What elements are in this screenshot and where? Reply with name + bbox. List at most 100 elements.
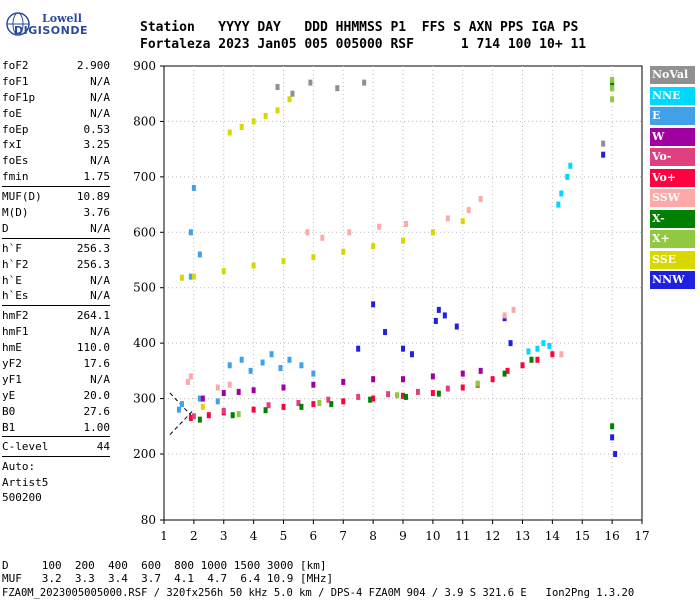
param-key: foF2	[2, 59, 29, 72]
echo-point	[326, 396, 331, 403]
echo-point	[535, 345, 540, 352]
echo-point	[430, 229, 435, 236]
distance-row: D 100 200 400 600 800 1000 1500 3000 [km…	[2, 559, 327, 572]
param-value: N/A	[90, 273, 110, 287]
echo-point	[200, 403, 205, 410]
echo-point	[281, 258, 286, 265]
legend-item: X+	[650, 230, 695, 248]
echo-point	[185, 378, 190, 385]
echo-point	[490, 376, 495, 383]
param-row: h`E N/A	[2, 273, 110, 289]
x-tick-label: 7	[339, 529, 347, 543]
param-key: yF2	[2, 357, 22, 371]
legend-item: Vo+	[650, 168, 695, 187]
echo-point	[200, 395, 205, 402]
echo-point	[230, 412, 235, 419]
param-value: N/A	[90, 289, 110, 303]
echo-point	[179, 274, 184, 281]
echo-point	[299, 362, 304, 369]
echo-point	[341, 398, 346, 405]
param-value: 1.00	[83, 420, 111, 434]
echo-point	[191, 273, 196, 280]
param-row: yF1 N/A	[2, 372, 110, 388]
param-key: MUF(D)	[2, 190, 42, 204]
echo-point	[287, 96, 292, 103]
echo-point	[311, 254, 316, 261]
echo-point	[401, 392, 405, 399]
echo-point	[188, 414, 193, 421]
echo-point	[221, 268, 226, 275]
echo-point	[299, 403, 304, 410]
echo-point	[478, 196, 483, 203]
param-key: foF1p	[2, 90, 36, 104]
separator	[2, 305, 110, 307]
echo-point	[475, 380, 480, 387]
param-row: foEp 0.53	[2, 122, 110, 138]
param-key: B0	[2, 404, 16, 418]
legend-item: SSW	[650, 189, 695, 207]
echo-point	[356, 345, 361, 352]
x-tick-label: 5	[280, 529, 288, 543]
echo-point	[191, 413, 196, 420]
echo-point	[311, 401, 316, 408]
echo-point	[430, 390, 435, 397]
echo-point	[176, 406, 181, 413]
echo-point	[287, 356, 292, 363]
echo-point	[206, 412, 211, 419]
param-key: hmF2	[2, 309, 29, 323]
echo-point	[347, 229, 352, 236]
echo-point	[368, 396, 373, 403]
echo-point	[502, 312, 507, 319]
param-key: h`F	[2, 241, 22, 255]
param-row: B1 1.00	[2, 420, 110, 436]
legend-item: X-	[650, 209, 695, 228]
echo-point	[556, 201, 561, 208]
echo-point	[311, 381, 316, 388]
echo-point	[478, 367, 483, 374]
param-row: fxI 3.25	[2, 137, 110, 153]
param-key: h`F2	[2, 257, 29, 271]
param-key: foEp	[2, 122, 29, 136]
echo-point	[371, 376, 376, 383]
echo-point	[275, 84, 280, 91]
param-value: 44	[96, 440, 110, 454]
echo-point	[308, 79, 313, 86]
x-tick-label: 13	[515, 529, 530, 543]
param-value: N/A	[90, 325, 110, 339]
param-key: fmin	[2, 170, 29, 184]
y-tick-label: 800	[133, 114, 156, 128]
param-value: N/A	[90, 90, 110, 104]
param-value: N/A	[90, 221, 110, 235]
echo-point	[401, 237, 405, 244]
x-tick-label: 17	[634, 529, 649, 543]
param-key: foE	[2, 106, 22, 120]
separator	[2, 436, 110, 438]
separator	[2, 456, 110, 458]
echo-point	[263, 407, 268, 414]
echo-point	[371, 395, 376, 402]
echo-point	[550, 351, 555, 358]
echo-point	[610, 434, 615, 441]
echo-point	[290, 90, 295, 97]
param-key: hmE	[2, 341, 22, 355]
echo-point	[613, 451, 618, 457]
x-tick-label: 10	[425, 529, 440, 543]
x-tick-label: 3	[220, 529, 228, 543]
echo-point	[311, 370, 316, 377]
echo-point	[565, 173, 570, 180]
echo-point	[356, 393, 361, 400]
param-row: hmF2 264.1	[2, 308, 110, 324]
echo-point	[239, 356, 244, 363]
echo-point	[251, 262, 256, 269]
x-tick-label: 6	[310, 529, 318, 543]
echo-point	[221, 407, 226, 414]
echo-point	[454, 323, 459, 330]
param-row: foF1 N/A	[2, 74, 110, 90]
echo-point	[227, 129, 232, 136]
echo-point	[547, 342, 552, 349]
echo-point	[409, 351, 414, 358]
param-value: 27.6	[83, 404, 111, 418]
echo-point	[296, 400, 301, 407]
param-value: N/A	[90, 372, 110, 386]
echo-point	[320, 234, 325, 241]
